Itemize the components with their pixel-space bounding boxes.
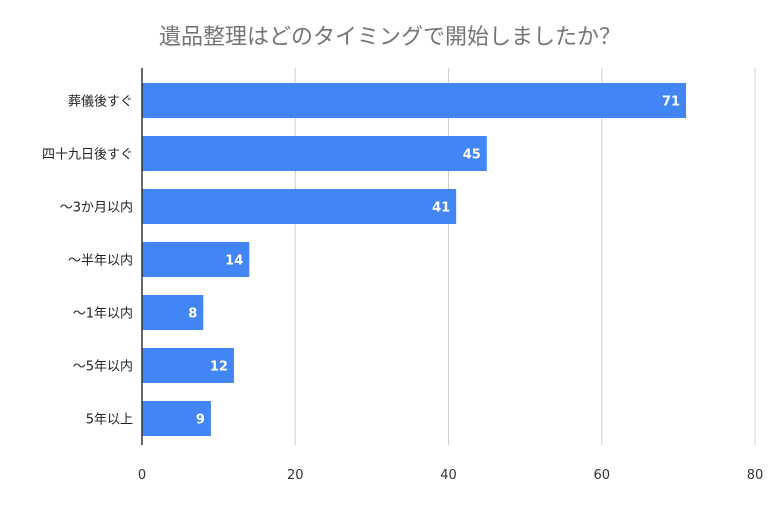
bar xyxy=(142,348,234,383)
x-tick-label: 60 xyxy=(593,468,610,483)
bar-value-label: 8 xyxy=(188,307,197,322)
x-tick-label: 40 xyxy=(440,468,457,483)
bar xyxy=(142,83,687,118)
x-axis-ticks: 0 20 40 60 80 xyxy=(138,468,763,483)
category-label: 5年以上 xyxy=(86,413,133,428)
bar xyxy=(142,136,487,171)
category-label: 〜3か月以内 xyxy=(60,200,133,216)
bars xyxy=(142,83,687,436)
gridlines xyxy=(294,68,756,445)
bar-value-label: 45 xyxy=(463,148,481,163)
bar-value-label: 14 xyxy=(225,254,243,269)
x-tick-label: 80 xyxy=(747,468,764,483)
data-labels: 71 45 41 14 8 12 9 xyxy=(188,95,680,428)
category-label: 四十九日後すぐ xyxy=(42,148,133,163)
bar xyxy=(142,189,457,224)
chart-title: 遺品整理はどのタイミングで開始しましたか？ xyxy=(159,25,621,50)
bar-value-label: 12 xyxy=(210,360,228,375)
category-label: 〜5年以内 xyxy=(73,359,133,375)
bar-value-label: 71 xyxy=(662,95,680,110)
x-tick-label: 0 xyxy=(138,468,146,483)
bar xyxy=(142,401,211,436)
bar xyxy=(142,242,250,277)
category-label: 〜半年以内 xyxy=(68,253,133,269)
bar xyxy=(142,295,204,330)
bar-value-label: 9 xyxy=(196,413,205,428)
category-label: 〜1年以内 xyxy=(73,306,133,322)
x-tick-label: 20 xyxy=(287,468,304,483)
bar-value-label: 41 xyxy=(432,201,450,216)
category-label: 葬儀後すぐ xyxy=(68,95,133,110)
